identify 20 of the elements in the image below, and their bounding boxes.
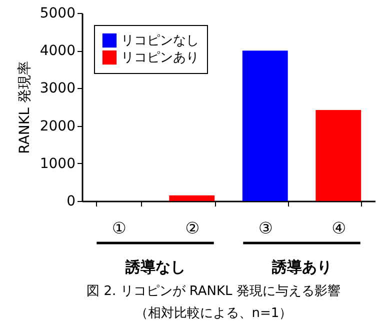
text: （相対比較による、n=1） xyxy=(134,305,292,321)
y-axis-title: RANKL 発現率 xyxy=(16,61,33,154)
y-tick-label: 3000 xyxy=(40,80,76,97)
legend-label: リコピンあり xyxy=(121,50,199,66)
caption: 図 2. リコピンが RANKL 発現に与える影響 xyxy=(86,284,340,299)
y-tick-label: 1000 xyxy=(40,156,76,172)
y-tick-label: 5000 xyxy=(40,6,76,22)
bar xyxy=(169,195,215,201)
x-tick-label: ③ xyxy=(258,218,273,238)
y-tick-label: 2000 xyxy=(40,118,76,134)
legend-label: リコピンなし xyxy=(121,34,199,48)
x-tick-label: ④ xyxy=(332,218,346,238)
bar xyxy=(316,110,362,201)
y-tick-label: 4000 xyxy=(40,43,76,60)
x-tick-label: ② xyxy=(185,218,200,238)
y-tick-label: 0 xyxy=(66,194,76,210)
x-tick-label: ① xyxy=(112,218,126,238)
text: 誘導なし xyxy=(124,258,186,276)
bar xyxy=(242,50,288,201)
text: 誘導あり xyxy=(270,258,332,276)
